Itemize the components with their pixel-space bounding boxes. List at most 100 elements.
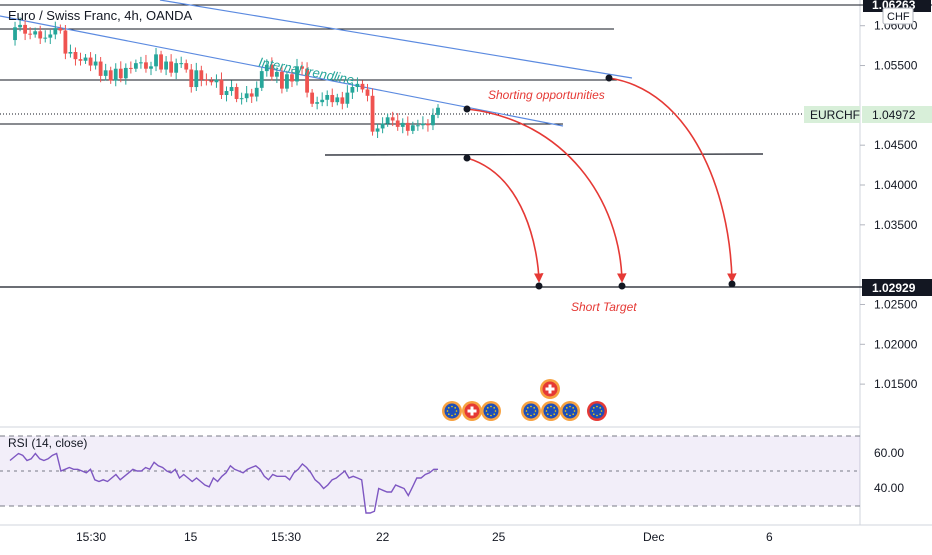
candle-body	[133, 63, 138, 69]
candle-body	[159, 54, 163, 70]
swiss-flag-icon[interactable]	[540, 379, 560, 399]
eu-flag-icon[interactable]	[521, 401, 541, 421]
candle-body	[274, 71, 279, 77]
eu-flag-icon[interactable]	[560, 401, 580, 421]
target-point-3[interactable]	[728, 280, 736, 288]
candle-body	[310, 92, 315, 104]
rsi-tick-60: 60.00	[874, 446, 904, 460]
candle-body	[234, 87, 239, 99]
time-label-3: 15:30	[271, 530, 301, 544]
candle-body	[375, 128, 380, 132]
candle-body	[264, 64, 269, 72]
candle-body	[199, 70, 204, 80]
candle-body	[194, 70, 199, 88]
candle-body	[209, 80, 214, 83]
candle-body	[88, 57, 93, 66]
candle-body	[139, 62, 143, 64]
candle-body	[269, 64, 274, 77]
candle-body	[360, 83, 365, 90]
eu-flag-icon[interactable]	[541, 401, 561, 421]
candle-body	[320, 99, 325, 103]
entry-point-2[interactable]	[463, 105, 471, 113]
candle-body	[58, 28, 63, 31]
candle-body	[426, 123, 430, 126]
candle-body	[249, 93, 254, 97]
candle-body	[340, 97, 345, 104]
candle-body	[63, 30, 68, 54]
candle-body	[38, 31, 43, 39]
symbol-badge	[804, 106, 860, 123]
candle-body	[189, 69, 194, 88]
symbol-badge-text: EURCHF	[810, 108, 860, 122]
price-ticks: 1.060001.055001.045001.040001.035001.025…	[860, 19, 918, 391]
swiss-flag-icon[interactable]	[462, 401, 482, 421]
time-label-6: Dec	[643, 530, 664, 544]
rsi-line	[9, 452, 438, 514]
target-point-1[interactable]	[535, 282, 543, 290]
candle-body	[330, 95, 335, 103]
candle-body	[254, 87, 259, 97]
candle-body	[128, 67, 133, 69]
price-tick-label: 1.04000	[874, 178, 918, 192]
candle-body	[244, 93, 249, 99]
candle-body	[420, 123, 425, 126]
candle-body	[78, 59, 83, 61]
candle-body	[154, 54, 158, 67]
candle-body	[405, 122, 410, 131]
candle-body	[229, 87, 234, 92]
entry-point-3[interactable]	[605, 74, 613, 82]
candles	[13, 17, 440, 139]
price-tick-label: 1.01500	[874, 377, 918, 391]
candle-body	[239, 98, 244, 100]
price-tick-label: 1.04500	[874, 138, 918, 152]
target-price-label: 1.02929	[872, 281, 916, 295]
candle-body	[214, 79, 219, 83]
candle-body	[315, 102, 320, 104]
rsi-label: RSI (14, close)	[8, 436, 87, 450]
candle-body	[380, 123, 385, 129]
candle-body	[174, 63, 179, 73]
candle-body	[204, 79, 209, 81]
candle-body	[103, 70, 108, 76]
short-arrow-3	[608, 77, 737, 283]
eu-flag-icon[interactable]	[587, 401, 607, 421]
currency-badge[interactable]	[882, 7, 914, 25]
target-point-2[interactable]	[618, 282, 626, 290]
entry-point-1[interactable]	[463, 154, 471, 162]
candle-body	[290, 74, 294, 82]
shorting-opportunities-label: Shorting opportunities	[488, 88, 605, 102]
candle-body	[355, 83, 360, 88]
short-target-label: Short Target	[571, 300, 637, 314]
candle-body	[118, 68, 123, 79]
trendline-outer	[159, 0, 633, 79]
eu-flag-icon[interactable]	[481, 401, 501, 421]
candle-body	[93, 61, 98, 66]
candle-body	[98, 61, 103, 76]
eu-flag-icon[interactable]	[442, 401, 462, 421]
price-tick-label: 1.05500	[874, 59, 918, 73]
price-tick-label: 1.03500	[874, 218, 918, 232]
candle-body	[259, 71, 264, 88]
time-label-4: 22	[376, 530, 390, 544]
target-price-badge	[862, 279, 932, 296]
economic-events[interactable]	[442, 379, 607, 421]
candle-body	[144, 62, 148, 69]
candle-body	[390, 117, 395, 121]
candle-body	[53, 28, 58, 35]
candle-body	[280, 71, 284, 89]
candle-body	[400, 122, 405, 127]
candle-body	[300, 66, 304, 69]
candle-body	[350, 87, 355, 93]
plot-background	[0, 0, 860, 550]
current-price-label: 1.04972	[872, 108, 916, 122]
candle-body	[43, 37, 48, 39]
candle-body	[113, 68, 118, 81]
candle-body	[23, 24, 28, 34]
symbol-title: Euro / Swiss Franc, 4h, OANDA	[8, 8, 193, 23]
candle-body	[224, 91, 229, 96]
top-price-badge	[863, 0, 931, 12]
candle-body	[13, 27, 17, 41]
candle-body	[108, 70, 113, 81]
